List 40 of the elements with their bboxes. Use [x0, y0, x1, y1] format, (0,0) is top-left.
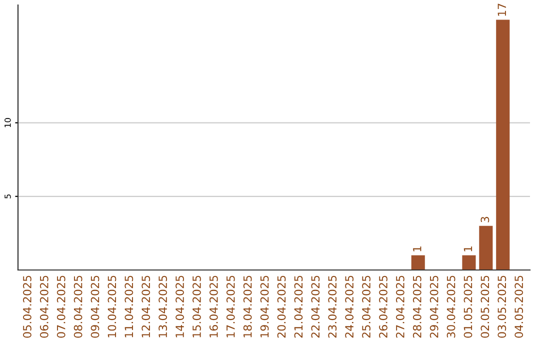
- x-tick-label: 27.04.2025: [396, 276, 404, 338]
- x-tick-label: 18.04.2025: [243, 276, 252, 338]
- x-tick-label: 26.04.2025: [379, 276, 388, 338]
- bar: [479, 226, 493, 270]
- x-tick-label: 07.04.2025: [56, 276, 66, 338]
- x-tick-label: 29.04.2025: [430, 276, 438, 338]
- x-tick-label: 28.04.2025: [412, 276, 422, 338]
- x-tick-label: 03.05.2025: [498, 276, 506, 338]
- x-tick-label: 20.04.2025: [277, 276, 286, 338]
- x-tick-label: 04.05.2025: [514, 276, 524, 338]
- x-tick-label: 25.04.2025: [362, 276, 370, 338]
- x-tick-label: 14.04.2025: [176, 276, 184, 338]
- x-tick-label: 08.04.2025: [74, 276, 82, 338]
- x-tick-label: 21.04.2025: [294, 276, 303, 338]
- x-tick-label: 13.04.2025: [158, 276, 168, 338]
- x-tick-label: 24.04.2025: [345, 276, 354, 338]
- x-tick-label: 01.05.2025: [464, 276, 472, 338]
- x-tick-label: 22.04.2025: [311, 276, 320, 338]
- x-tick-label: 17.04.2025: [226, 276, 235, 338]
- bar: [496, 20, 510, 270]
- x-tick-label: 06.04.2025: [40, 276, 48, 338]
- bar: [411, 255, 425, 270]
- y-tick-label: 10: [4, 118, 11, 128]
- x-tick-label: 05.04.2025: [22, 276, 32, 338]
- x-tick-label: 16.04.2025: [209, 276, 218, 338]
- bar: [462, 255, 476, 270]
- x-tick-label: 09.04.2025: [90, 276, 100, 338]
- x-tick-label: 30.04.2025: [446, 276, 456, 338]
- data-label: 3: [480, 216, 490, 222]
- data-label: 1: [413, 246, 422, 252]
- x-tick-label: 15.04.2025: [192, 276, 201, 338]
- data-label: 17: [498, 4, 506, 16]
- data-label: 1: [464, 246, 472, 252]
- x-tick-label: 12.04.2025: [142, 276, 150, 338]
- x-tick-label: 02.05.2025: [480, 276, 490, 338]
- x-tick-label: 11.04.2025: [124, 276, 134, 338]
- x-tick-label: 10.04.2025: [108, 276, 116, 338]
- x-tick-label: 23.04.2025: [328, 276, 337, 338]
- y-tick-label: 5: [4, 194, 11, 198]
- x-tick-label: 19.04.2025: [260, 276, 269, 338]
